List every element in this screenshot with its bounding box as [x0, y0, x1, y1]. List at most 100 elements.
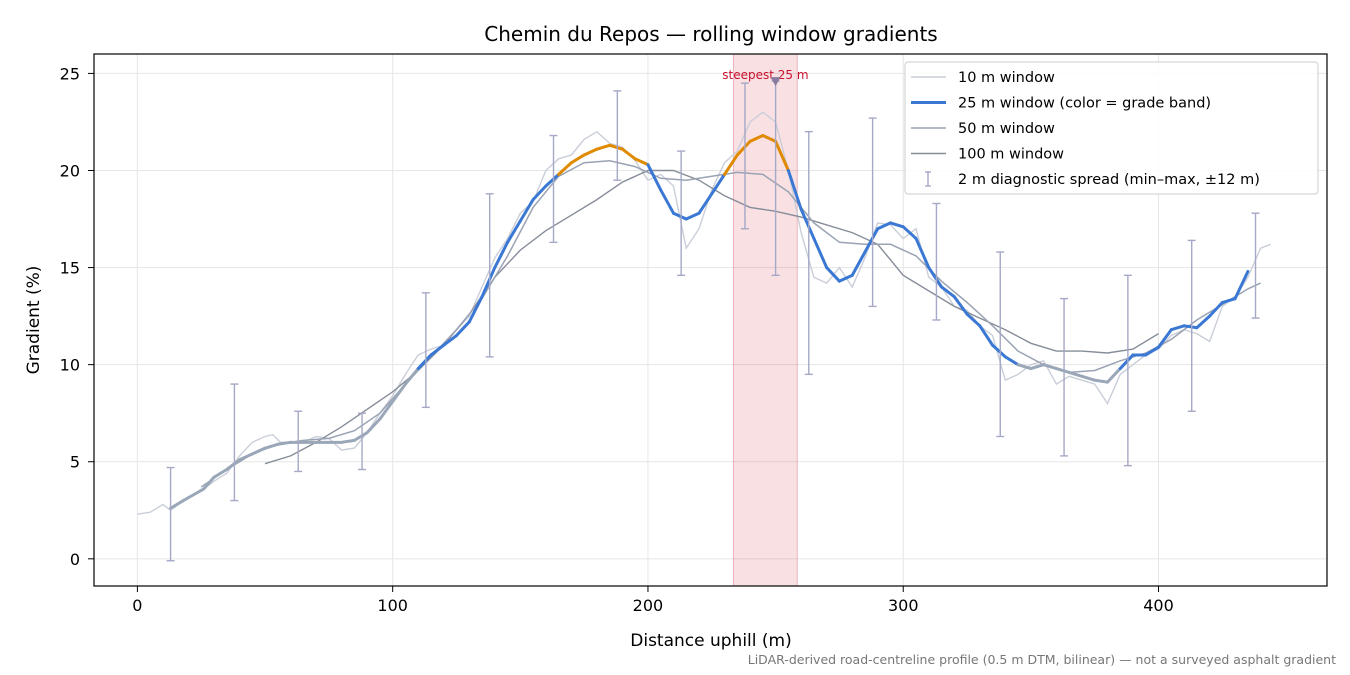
- footnote: LiDAR-derived road-centreline profile (0…: [748, 652, 1336, 667]
- series-25m-segment: [506, 219, 522, 244]
- x-tick-label: 300: [888, 596, 919, 615]
- y-tick-label: 20: [60, 161, 80, 180]
- legend-item: 50 m window: [911, 121, 1055, 137]
- series-25m-segment: [352, 431, 369, 442]
- series-25m-segment: [1233, 269, 1250, 301]
- legend: 10 m window 25 m window (color = grade ba…: [904, 61, 1319, 195]
- legend-box: [904, 61, 1319, 195]
- series-25m-segment: [684, 211, 701, 221]
- errorbar: [804, 130, 813, 376]
- series-25m-segment: [1016, 363, 1033, 371]
- series-25m-segment: [1195, 314, 1212, 330]
- errorbar: [230, 383, 239, 502]
- series-25m-segment: [595, 143, 612, 151]
- series-25m-segment: [1118, 353, 1135, 371]
- series-25m-segment: [544, 172, 561, 188]
- steepest-peak-marker: [770, 77, 781, 87]
- series-25m-segment: [1054, 367, 1071, 374]
- series-25m-segment: [952, 295, 969, 316]
- errorbar: [549, 134, 558, 244]
- series-25m-segment: [480, 266, 497, 299]
- series-25m-segment: [608, 143, 624, 151]
- x-tick-label: 100: [377, 596, 408, 615]
- legend-label: 100 m window: [958, 147, 1064, 163]
- errorbar: [1060, 297, 1069, 457]
- series-25m-segment: [901, 225, 918, 240]
- series-25m-segment: [467, 295, 484, 324]
- series-25m-segment: [1220, 297, 1237, 305]
- errorbar: [1187, 239, 1196, 412]
- errorbar: [358, 412, 367, 471]
- y-tick-label: 5: [70, 453, 80, 472]
- y-tick-label: 0: [70, 550, 80, 569]
- series-25m-segment: [557, 161, 573, 176]
- series-25m-segment: [978, 324, 995, 347]
- legend-item: 2 m diagnostic spread (min–max, ±12 m): [925, 171, 1260, 188]
- series-100m-window: [264, 169, 1159, 465]
- series-25m-segment: [365, 417, 382, 435]
- series-25m-segment: [250, 446, 267, 456]
- series-25m-segment: [671, 211, 688, 221]
- legend-item: 10 m window: [911, 70, 1055, 86]
- y-tick-label: 15: [60, 259, 80, 278]
- series-25m-segment: [225, 458, 242, 472]
- x-axis-title: Distance uphill (m): [630, 631, 791, 651]
- series-25m-segment: [1105, 367, 1122, 384]
- axis-ticks: 0 100 200 300 400 0 5 10 15 20 25: [60, 64, 1174, 615]
- series-25m-segment: [391, 382, 407, 404]
- series-25m-window: [169, 134, 1250, 510]
- series-25m-segment: [1093, 378, 1109, 384]
- series-25m-segment: [927, 266, 944, 289]
- errorbar: [1123, 274, 1132, 467]
- legend-label: 10 m window: [958, 70, 1055, 86]
- series-25m-segment: [799, 207, 816, 240]
- steepest-band: [732, 53, 798, 587]
- series-25m-segment: [192, 487, 206, 497]
- errorbar: [677, 150, 686, 277]
- series-25m-segment: [340, 438, 356, 444]
- diagnostic-spread-errorbars: [166, 80, 1260, 562]
- series-25m-segment: [940, 285, 956, 299]
- series-25m-segment: [1042, 363, 1058, 371]
- series-25m-segment: [1144, 345, 1161, 357]
- series-25m-segment: [531, 184, 548, 202]
- series-25m-segment: [378, 400, 395, 421]
- series-25m-segment: [659, 188, 675, 215]
- series-25m-segment: [181, 493, 196, 503]
- series-25m-segment: [888, 221, 905, 229]
- series-25m-segment: [1067, 370, 1084, 378]
- series-25m-segment: [429, 343, 446, 357]
- errorbar: [485, 193, 494, 358]
- series-25m-segment: [774, 139, 790, 172]
- errorbar: [613, 90, 622, 181]
- series-25m-segment: [403, 367, 420, 386]
- series-25m-segment: [202, 475, 216, 491]
- y-axis-title: Gradient (%): [24, 266, 44, 375]
- legend-label: 2 m diagnostic spread (min–max, ±12 m): [958, 172, 1260, 188]
- series-25m-segment: [646, 163, 663, 192]
- series-25m-segment: [1182, 324, 1199, 330]
- series-25m-segment: [1080, 374, 1097, 382]
- series-25m-segment: [710, 172, 727, 196]
- series-25m-segment: [582, 147, 599, 157]
- legend-item: 100 m window: [911, 147, 1064, 163]
- series-25m-segment: [735, 139, 752, 157]
- errorbar: [996, 251, 1005, 438]
- series-25m-segment: [276, 440, 293, 446]
- errorbar: [294, 410, 303, 473]
- series-25m-segment: [697, 192, 714, 215]
- errorbar: [166, 466, 175, 562]
- series-25m-segment: [876, 221, 892, 231]
- series-25m-segment: [454, 320, 471, 338]
- series-25m-segment: [1208, 301, 1224, 318]
- errorbar: [421, 292, 430, 409]
- errorbar: [932, 202, 941, 321]
- errorbar: [868, 117, 877, 308]
- series-25m-segment: [1003, 355, 1020, 367]
- steepest-annotation-label: steepest 25 m: [722, 68, 808, 82]
- series-25m-segment: [812, 236, 829, 270]
- series-25m-segment: [263, 442, 280, 450]
- series-layer: [137, 111, 1272, 515]
- series-25m-segment: [569, 153, 586, 165]
